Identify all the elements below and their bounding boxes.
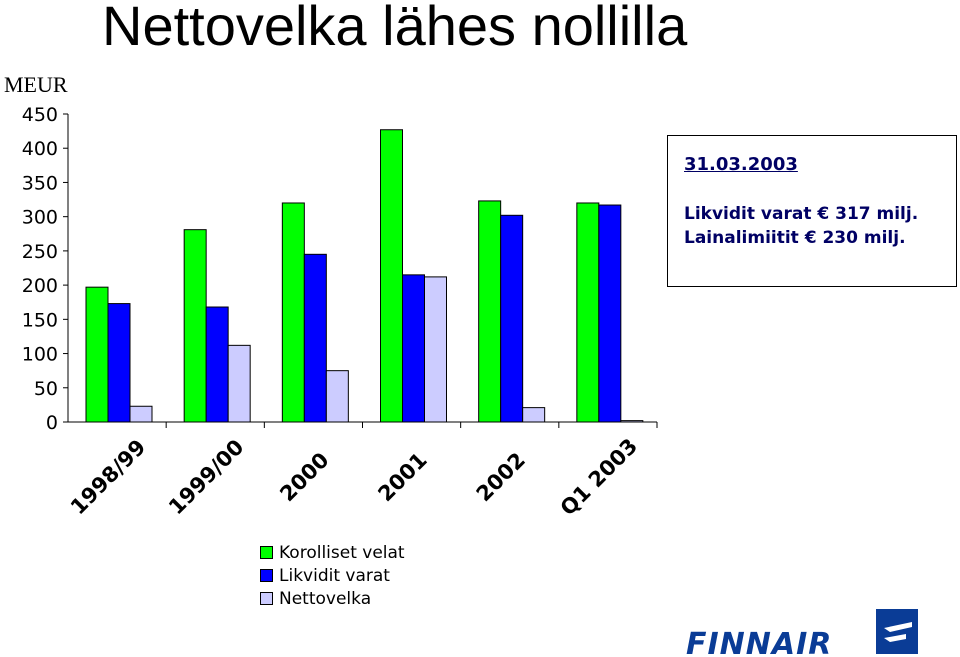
y-tick-label: 350	[22, 172, 58, 194]
info-date: 31.03.2003	[684, 154, 798, 175]
bar-likvidit-varat	[205, 306, 229, 423]
x-tick-label: 1998/99	[66, 435, 150, 519]
bar-likvidit-varat	[303, 253, 327, 423]
bar-nettovelka	[129, 405, 153, 423]
bar-likvidit-varat	[107, 303, 131, 423]
legend-swatch-likvidit	[260, 569, 273, 582]
logo-wordmark: FINNAIR	[686, 627, 832, 656]
info-liquid-assets: Likvidit varat € 317 milj.	[684, 204, 919, 224]
logo-emblem	[876, 609, 918, 654]
bar-likvidit-varat	[598, 204, 622, 423]
y-tick-label: 400	[22, 138, 58, 160]
bar-korolliset-velat	[380, 129, 403, 423]
bar-korolliset-velat	[576, 202, 600, 423]
info-box: 31.03.2003 Likvidit varat € 317 milj. La…	[667, 135, 957, 287]
bar-korolliset-velat	[85, 286, 109, 423]
y-tick-label: 0	[46, 412, 58, 434]
bar-korolliset-velat	[478, 200, 502, 423]
bar-korolliset-velat	[183, 229, 207, 423]
y-tick-label: 200	[22, 275, 58, 297]
bar-nettovelka	[522, 407, 546, 423]
legend-label: Korolliset velat	[279, 542, 405, 563]
y-axis-unit-label: MEUR	[4, 72, 68, 97]
legend-label: Nettovelka	[279, 588, 372, 609]
x-tick-label: 2000	[275, 448, 333, 506]
x-tick-label: 2001	[373, 448, 431, 506]
legend-item: Korolliset velat	[260, 541, 405, 564]
legend-swatch-nettovelka	[260, 592, 273, 605]
bar-nettovelka	[325, 370, 349, 423]
y-tick-label: 250	[22, 241, 58, 263]
bar-nettovelka	[424, 276, 447, 423]
bar-korolliset-velat	[281, 202, 305, 423]
bar-nettovelka	[227, 344, 251, 423]
legend-item: Nettovelka	[260, 587, 405, 610]
legend-item: Likvidit varat	[260, 564, 405, 587]
x-tick-label: 1999/00	[164, 435, 248, 519]
y-tick-label: 100	[22, 344, 58, 366]
bar-nettovelka	[620, 420, 644, 423]
legend-label: Likvidit varat	[279, 565, 390, 586]
finnair-logo: FINNAIR	[686, 609, 918, 656]
info-credit-limits: Lainalimiitit € 230 milj.	[684, 228, 906, 248]
bar-likvidit-varat	[500, 214, 524, 423]
legend: Korolliset velat Likvidit varat Nettovel…	[260, 541, 405, 610]
legend-swatch-korolliset	[260, 546, 273, 559]
x-tick-label: 2002	[472, 448, 530, 506]
y-tick-label: 150	[22, 309, 58, 331]
chart-title: Nettovelka lähes nollilla	[102, 0, 688, 57]
y-tick-label: 300	[22, 207, 58, 229]
y-tick-label: 50	[34, 378, 58, 400]
bar-likvidit-varat	[402, 274, 425, 423]
y-tick-label: 450	[22, 104, 58, 126]
x-tick-label: Q1 2003	[556, 434, 642, 520]
